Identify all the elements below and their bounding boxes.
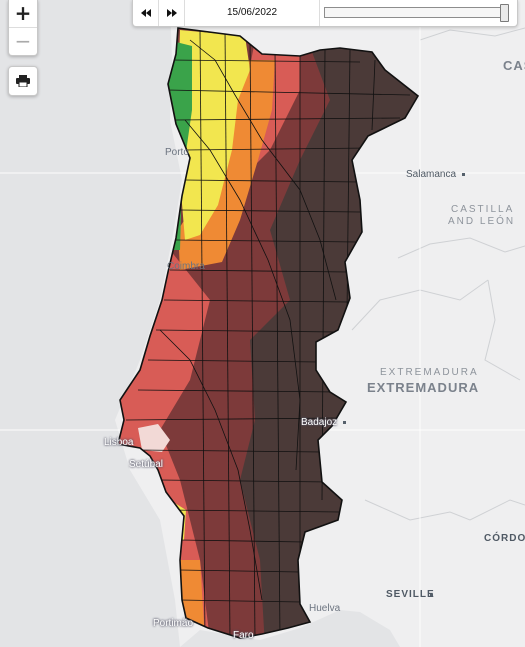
zoom-out-button[interactable]: − [14,29,32,53]
city-label-portimao: Portimão [153,618,194,629]
step-back-icon [140,9,151,17]
lisbon-urban-area [138,424,170,452]
print-button[interactable] [8,66,38,96]
city-label-setubal: Setúbal [129,459,163,470]
city-label-cordoba: CÓRDO [484,533,525,544]
time-slider-thumb[interactable] [500,4,509,22]
step-forward-button[interactable] [159,0,185,26]
city-label-salamanca: Salamanca [406,169,457,180]
region-label-extremadura-small: EXTREMADURA [380,367,479,378]
printer-icon [16,75,30,87]
municipality-borders [125,29,411,638]
city-label-lisboa: Lisboa [104,437,134,448]
city-label-seville: SEVILLE [386,589,435,600]
step-back-button[interactable] [133,0,159,26]
region-label-castilla-line1: CASTILLA [451,204,515,215]
time-slider-track[interactable] [324,7,507,18]
region-label-castilla-line2: AND LEÓN [448,216,516,227]
region-label-extremadura-big: EXTREMADURA [367,380,480,395]
city-label-huelva: Huelva [309,603,341,614]
city-label-faro: Faro [233,630,254,641]
zoom-in-button[interactable]: + [9,0,37,28]
step-forward-icon [166,9,177,17]
zoom-control: + − [8,0,38,56]
region-label-castilla-corner: CAS [503,58,525,73]
city-label-porto: Porto [165,147,189,158]
city-markers [343,173,465,597]
current-date-display: 15/06/2022 [185,0,320,26]
city-label-badajoz: Badajoz [301,417,338,428]
gulf-of-cadiz [180,610,400,647]
portugal-outline[interactable] [117,27,420,639]
risk-zone-yellow [178,30,250,240]
atlantic-ocean [0,0,182,647]
time-slider[interactable] [320,0,517,26]
city-label-coimbra: Coimbra [167,261,205,272]
time-control-bar: 15/06/2022 [132,0,518,27]
